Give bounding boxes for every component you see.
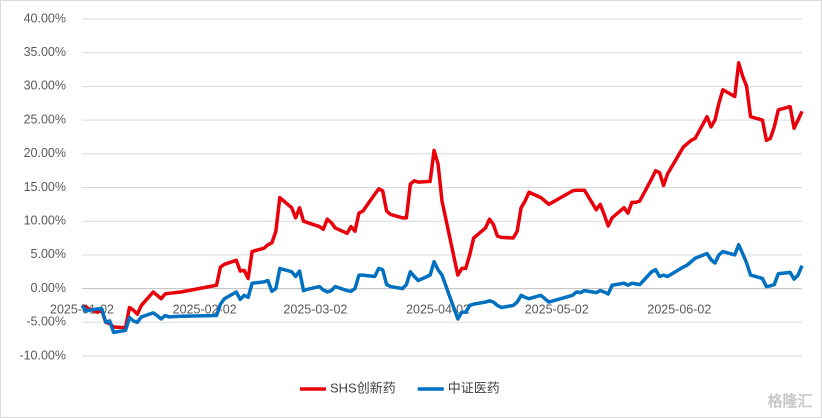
y-tick-label: 35.00% xyxy=(24,45,66,59)
y-tick-label: 15.00% xyxy=(24,180,66,194)
watermark: 格隆汇 xyxy=(767,392,812,410)
series-line xyxy=(80,243,804,335)
y-tick-label: 30.00% xyxy=(24,79,66,93)
y-tick-label: 0.00% xyxy=(31,281,66,295)
y-tick-label: -10.00% xyxy=(19,348,66,362)
x-tick-label: 2025-03-02 xyxy=(283,302,347,316)
y-tick-label: 25.00% xyxy=(24,112,66,126)
legend-label: 中证医药 xyxy=(448,380,500,395)
x-tick-label: 2025-06-02 xyxy=(647,302,711,316)
y-tick-label: 10.00% xyxy=(24,213,66,227)
y-tick-label: -5.00% xyxy=(26,315,66,329)
y-tick-label: 5.00% xyxy=(31,247,66,261)
series-line xyxy=(81,61,804,330)
legend-label: SHS创新药 xyxy=(330,380,396,395)
y-tick-label: 20.00% xyxy=(24,146,66,160)
x-tick-label: 2025-05-02 xyxy=(525,302,589,316)
legend: SHS创新药 中证医药 xyxy=(300,380,500,395)
y-tick-label: 40.00% xyxy=(24,11,66,25)
